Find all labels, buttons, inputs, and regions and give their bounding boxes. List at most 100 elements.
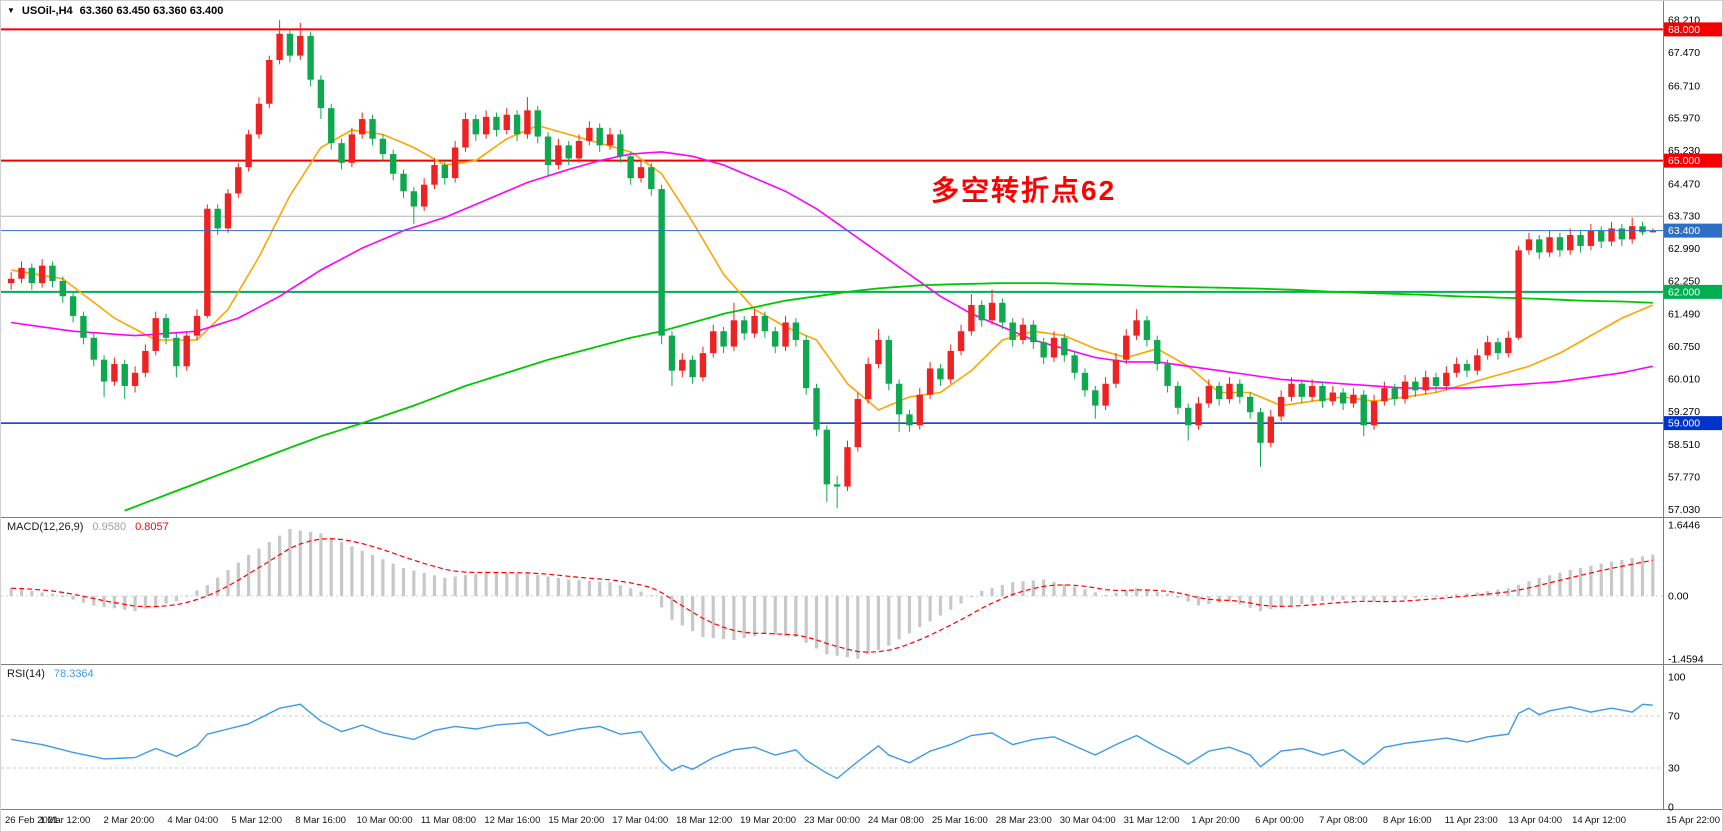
candle-body [1071, 355, 1078, 373]
macd-histogram-bar [1124, 590, 1128, 596]
macd-histogram-bar [370, 554, 375, 596]
macd-histogram-bar [1362, 595, 1366, 601]
macd-histogram-bar [1042, 579, 1046, 596]
candle-body [1154, 340, 1161, 365]
candle-body [152, 318, 159, 351]
candle-body [255, 103, 263, 135]
candle-body [1556, 237, 1564, 251]
candle-body [1525, 239, 1533, 251]
price-badge [1664, 22, 1722, 37]
macd-histogram-bar [1134, 588, 1139, 596]
macd-histogram-bar [174, 595, 178, 602]
price-badge-label: 68.000 [1668, 24, 1700, 36]
macd-histogram-bar [1434, 595, 1438, 597]
macd-histogram-bar [308, 531, 313, 596]
macd-histogram-bar [1279, 595, 1283, 608]
candle-body [1567, 235, 1574, 251]
candle-body [1443, 372, 1450, 386]
rsi-axis-label: 70 [1668, 711, 1680, 723]
candle-body [173, 337, 180, 367]
macd-histogram-bar [897, 595, 901, 640]
macd-histogram-bar [835, 595, 839, 656]
macd-histogram-bar [1527, 581, 1531, 596]
macd-histogram-bar [732, 595, 736, 641]
candle-body [1360, 394, 1367, 426]
candle-body [379, 138, 387, 155]
macd-histogram-bar [1558, 572, 1562, 596]
macd-histogram-bar [649, 595, 653, 597]
time-axis-label: 5 Mar 12:00 [231, 815, 282, 826]
symbol-dropdown-icon[interactable]: ▼ [7, 6, 15, 15]
macd-histogram-bar [1651, 554, 1655, 596]
macd-histogram-bar [959, 595, 963, 604]
candle-body [978, 305, 985, 321]
macd-histogram-bar [9, 588, 13, 596]
macd-histogram-bar [40, 592, 44, 596]
macd-histogram-bar [1000, 585, 1004, 596]
ohlc-values: 63.360 63.450 63.360 63.400 [79, 5, 224, 17]
time-axis-label: 11 Mar 08:00 [421, 815, 476, 826]
macd-signal-line [11, 538, 1653, 653]
candle-body [1484, 342, 1491, 356]
candle-body [1019, 324, 1027, 340]
macd-histogram-bar [1547, 575, 1552, 596]
annotation-text[interactable]: 多空转折点62 [931, 175, 1117, 206]
macd-histogram-bar [1620, 559, 1624, 596]
candle-body [1350, 394, 1357, 404]
macd-histogram-bar [1011, 582, 1015, 596]
price-axis-label: 65.970 [1668, 113, 1700, 125]
candle-body [1463, 364, 1471, 371]
candle-body [90, 337, 97, 360]
candle-body [968, 305, 975, 332]
macd-histogram-bar [1630, 558, 1634, 596]
candle-body [1608, 228, 1615, 242]
macd-histogram-bar [1083, 589, 1087, 596]
macd-histogram-bar [463, 575, 468, 596]
price-badge [1664, 284, 1722, 299]
candle-body [7, 278, 15, 284]
candle-body [1515, 250, 1522, 338]
candle-body [565, 145, 572, 159]
macd-histogram-bar [278, 535, 282, 596]
candle-body [49, 265, 56, 281]
candle-body [389, 154, 397, 174]
macd-histogram-bar [339, 542, 344, 596]
candle-body [1174, 385, 1182, 408]
candle-body [575, 140, 583, 159]
candle-body [782, 322, 789, 347]
macd-histogram-bar [185, 595, 189, 597]
candle-body [637, 167, 645, 179]
time-axis-label: 11 Apr 23:00 [1445, 815, 1498, 826]
candle-body [266, 60, 273, 104]
price-axis-label: 64.470 [1668, 178, 1700, 190]
candle-body [121, 364, 128, 386]
candle-body [1009, 322, 1016, 340]
rsi-label-name: RSI(14) [7, 668, 45, 680]
price-axis-label: 59.270 [1668, 406, 1700, 418]
candle-body [410, 191, 418, 207]
macd-histogram-bar [412, 570, 416, 596]
time-axis-label: 19 Mar 20:00 [740, 815, 796, 826]
price-badge-label: 63.400 [1668, 225, 1700, 237]
macd-histogram-bar [825, 595, 829, 655]
candle-body [1277, 396, 1285, 417]
macd-histogram-bar [1021, 581, 1025, 596]
macd-histogram-bar [154, 595, 158, 607]
candle-body [338, 143, 345, 163]
macd-histogram-bar [288, 529, 292, 596]
candle-body [1040, 342, 1047, 358]
macd-histogram-bar [381, 559, 385, 596]
candle-body [1257, 412, 1264, 443]
macd-histogram-bar [752, 595, 757, 637]
price-axis-label: 60.010 [1668, 373, 1700, 385]
candle-body [1536, 239, 1543, 253]
candle-body [957, 331, 965, 351]
candle-body [864, 364, 872, 400]
candle-body [1205, 385, 1213, 404]
macd-histogram-bar [133, 595, 137, 612]
macd-histogram-bar [494, 572, 499, 596]
time-axis-label: 4 Mar 04:00 [167, 815, 218, 826]
candle-body [730, 320, 738, 347]
macd-histogram-bar [236, 562, 240, 596]
